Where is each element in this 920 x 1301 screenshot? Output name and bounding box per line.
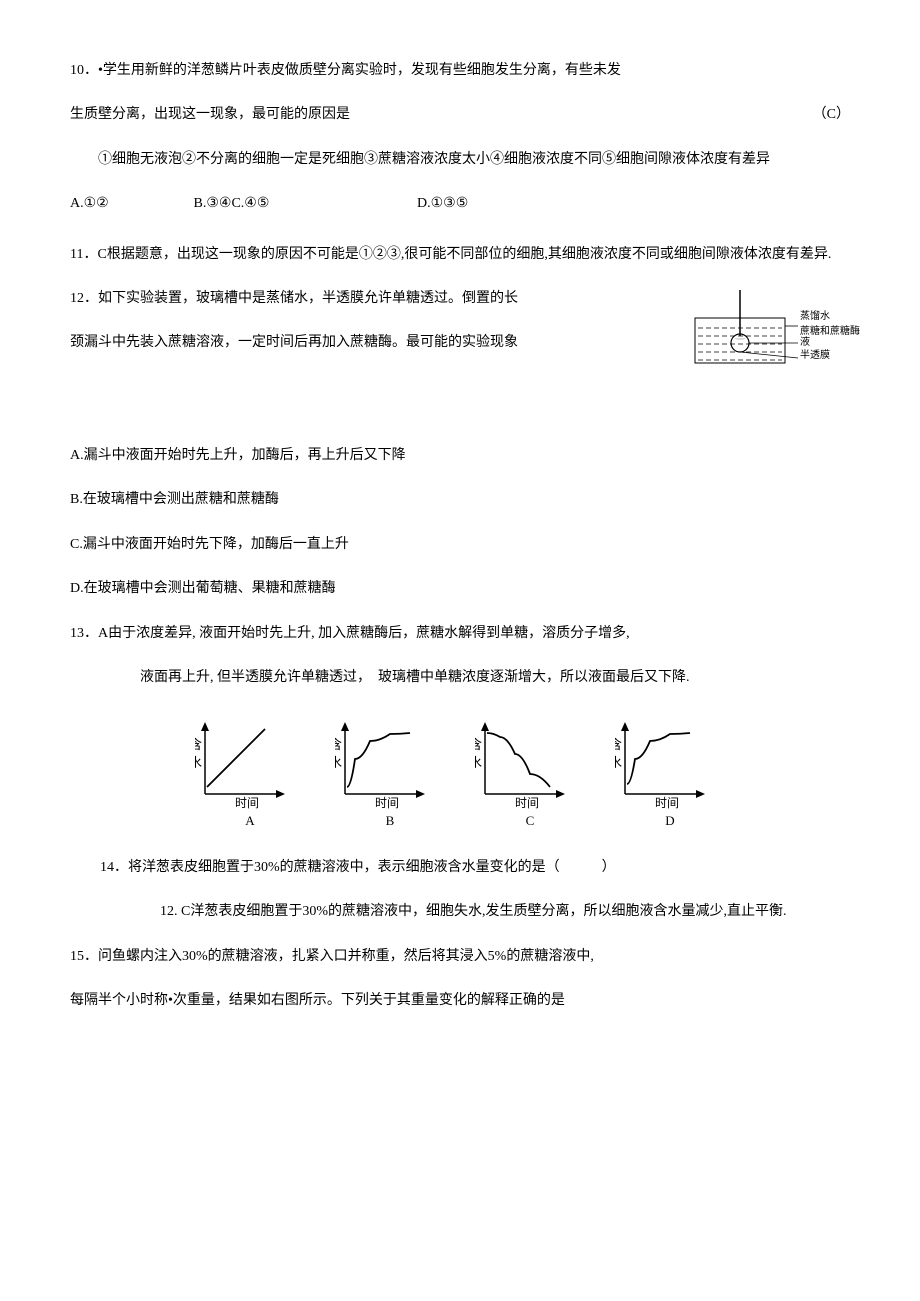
svg-text:含: 含	[195, 737, 202, 752]
q14-text: 14．将洋葱表皮细胞置于30%的蔗糖溶液中，表示细胞液含水量变化的是（ ）	[100, 857, 850, 879]
svg-text:水: 水	[195, 755, 202, 770]
q15-line2: 每隔半个小时称•次重量，结果如右图所示。下列关于其重量变化的解释正确的是	[70, 990, 850, 1012]
svg-text:时间: 时间	[375, 796, 399, 809]
svg-text:时间: 时间	[515, 796, 539, 809]
q10-stem-line2: 生质壁分离，出现这一现象，最可能的原因是 （C）	[70, 104, 850, 126]
chart-c: 含水时间 C	[475, 719, 585, 832]
q14-answer: 12. C洋葱表皮细胞置于30%的蔗糖溶液中，细胞失水,发生质壁分离，所以细胞液…	[160, 901, 850, 923]
q12-opt-a: A.漏斗中液面开始时先上升，加酶后，再上升后又下降	[70, 445, 850, 467]
q12-opt-d: D.在玻璃槽中会测出葡萄糖、果糖和蔗糖酶	[70, 578, 850, 600]
q10-options: A.①② B.③④C.④⑤ D.①③⑤	[70, 193, 850, 215]
q13-line2: 液面再上升, 但半透膜允许单糖透过， 玻璃槽中单糖浓度逐渐增大，所以液面最后又下…	[140, 667, 850, 689]
q12-opt-b: B.在玻璃槽中会测出蔗糖和蔗糖酶	[70, 489, 850, 511]
chart-b: 含水时间 B	[335, 719, 445, 832]
q10-stem-line1: 10．•学生用新鲜的洋葱鳞片叶表皮做质壁分离实验时，发现有些细胞发生分离，有些未…	[70, 60, 850, 82]
svg-text:水: 水	[335, 755, 342, 770]
q10-opt-d: D.①③⑤	[417, 193, 468, 215]
diagram-label-3: 半透膜	[800, 350, 860, 361]
diagram-label-2: 蔗糖和蔗糖酶液	[800, 326, 860, 348]
svg-text:含: 含	[335, 737, 342, 752]
q12-line2: 颈漏斗中先装入蔗糖溶液，一定时间后再加入蔗糖酶。最可能的实验现象	[70, 332, 680, 354]
q15-line1: 15．问鱼螺内注入30%的蔗糖溶液，扎紧入口并称重，然后将其浸入5%的蔗糖溶液中…	[70, 946, 850, 968]
chart-a: 含水时间 A	[195, 719, 305, 832]
svg-text:水: 水	[475, 755, 482, 770]
q12-opt-c: C.漏斗中液面开始时先下降，加酶后一直上升	[70, 534, 850, 556]
svg-text:含: 含	[615, 737, 622, 752]
q11-text: 11．C根据题意，出现这一现象的原因不可能是①②③,很可能不同部位的细胞,其细胞…	[70, 244, 850, 266]
q10-choices-text: ①细胞无液泡②不分离的细胞一定是死细胞③蔗糖溶液浓度太小④细胞液浓度不同⑤细胞间…	[70, 149, 850, 171]
svg-text:时间: 时间	[655, 796, 679, 809]
q10-opt-a: A.①②	[70, 193, 190, 215]
q12-diagram: 蒸馏水 蔗糖和蔗糖酶液 半透膜	[690, 288, 850, 423]
diagram-label-1: 蒸馏水	[800, 311, 860, 322]
q12-row: 12．如下实验装置，玻璃槽中是蒸储水，半透膜允许单糖透过。倒置的长 颈漏斗中先装…	[70, 288, 850, 423]
q10-opt-b: B.③④C.④⑤	[194, 193, 414, 215]
q12-line1: 12．如下实验装置，玻璃槽中是蒸储水，半透膜允许单糖透过。倒置的长	[70, 288, 680, 310]
chart-d: 含水时间 D	[615, 719, 725, 832]
q13-line1: 13．A由于浓度差异, 液面开始时先上升, 加入蔗糖酶后，蔗糖水解得到单糖，溶质…	[70, 623, 850, 645]
svg-text:时间: 时间	[235, 796, 259, 809]
svg-text:水: 水	[615, 755, 622, 770]
charts-row: 含水时间 A 含水时间 B 含水时间 C 含水时间 D	[70, 719, 850, 832]
svg-text:含: 含	[475, 737, 482, 752]
